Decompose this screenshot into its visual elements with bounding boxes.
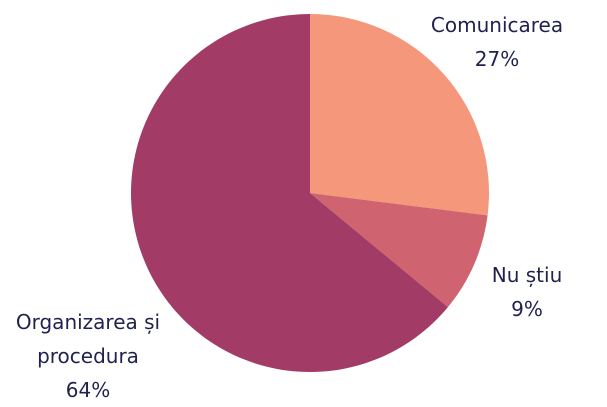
value-label: 9% [511, 297, 543, 321]
pie-slice [310, 193, 488, 308]
slice-label: Nu știu 9% [467, 258, 587, 326]
value-label: 27% [474, 47, 520, 71]
pie-slice [130, 14, 448, 372]
pie-slice [310, 14, 489, 216]
category-label: Organizarea și procedura [15, 310, 161, 368]
slice-label: Comunicarea 27% [417, 8, 577, 76]
slice-label: Organizarea și procedura 64% [3, 305, 173, 407]
category-label: Comunicarea [430, 13, 564, 37]
category-label: Nu știu [491, 263, 563, 287]
value-label: 64% [65, 378, 111, 402]
